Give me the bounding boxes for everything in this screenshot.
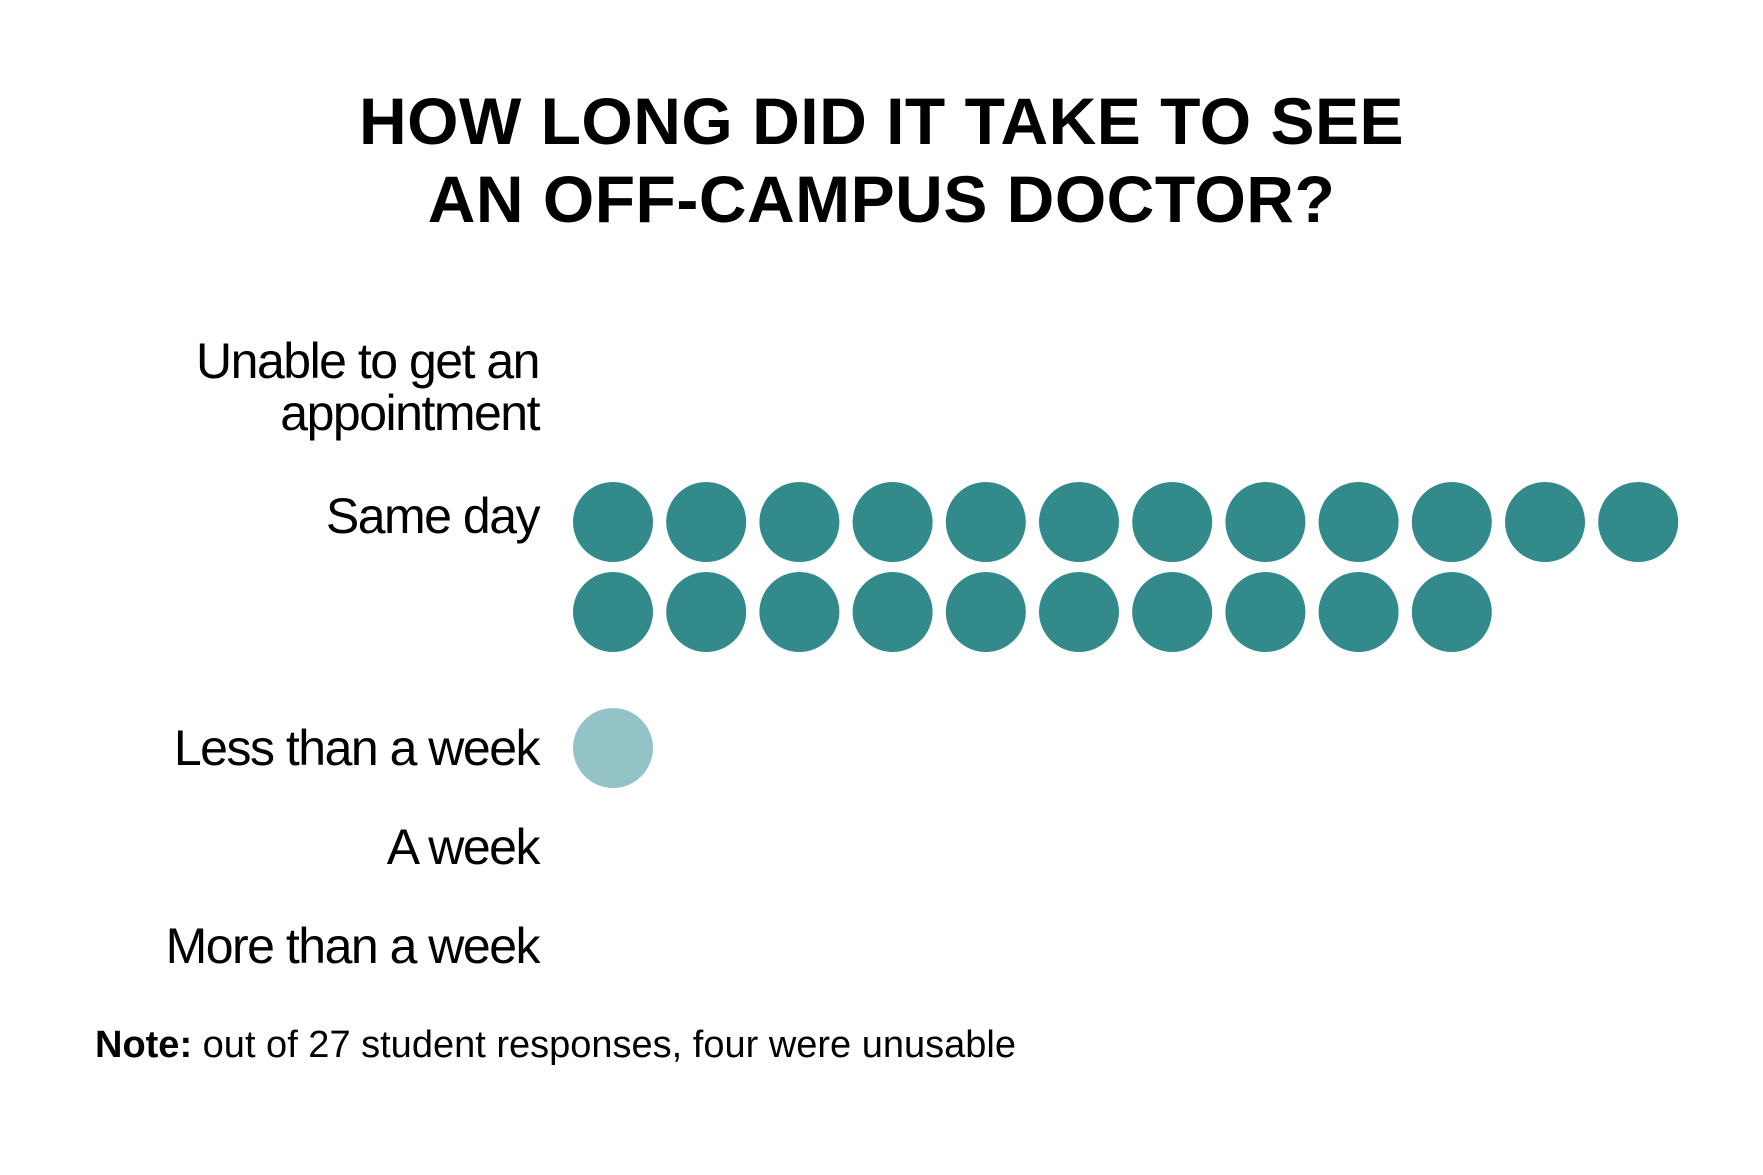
row-label-less-than-a-week: Less than a week	[173, 720, 541, 776]
dot-same-day-11	[1505, 482, 1585, 562]
row-label-same-day: Same day	[325, 488, 541, 544]
dot-same-day-14	[666, 572, 747, 652]
dot-same-day-19	[1132, 572, 1213, 652]
dot-same-day-21	[1318, 572, 1399, 652]
row-label-same-day-text: Same day	[325, 488, 541, 544]
dot-same-day-20	[1225, 572, 1306, 652]
chart-note-label: Note:	[95, 1024, 193, 1066]
dot-same-day-16	[852, 572, 933, 652]
row-label-a-week-text: A week	[386, 819, 541, 875]
dot-same-day-13	[573, 572, 653, 652]
chart-note: Note: out of 27 student responses, four …	[95, 1023, 1016, 1067]
chart-note-text: out of 27 student responses, four were u…	[202, 1024, 1016, 1066]
dot-same-day-3	[759, 482, 840, 562]
dot-same-day-12	[1598, 482, 1679, 562]
dot-same-day-15	[759, 572, 840, 652]
row-label-unable: Unable to get an appointment	[196, 333, 540, 441]
dot-same-day-1	[573, 482, 653, 562]
row-label-a-week: A week	[386, 819, 541, 875]
dot-same-day-17	[945, 572, 1026, 652]
dot-same-day-5	[945, 482, 1026, 562]
row-label-more-than-a-week-text: More than a week	[165, 918, 541, 974]
row-label-more-than-a-week: More than a week	[165, 918, 541, 974]
chart-title-line-2: AN OFF-CAMPUS DOCTOR?	[427, 162, 1336, 236]
dot-same-day-18	[1039, 572, 1119, 652]
chart-title-line-1: HOW LONG DID IT TAKE TO SEE	[358, 84, 1405, 158]
row-label-less-than-a-week-text: Less than a week	[173, 720, 541, 776]
dot-same-day-6	[1039, 482, 1119, 562]
row-label-unable-line-2: appointment	[280, 385, 540, 441]
dot-same-day-2	[666, 482, 747, 562]
dot-less-than-a-week-1	[573, 708, 653, 788]
row-label-unable-line-1: Unable to get an	[196, 333, 540, 389]
dot-same-day-22	[1411, 572, 1492, 652]
dot-same-day-10	[1411, 482, 1492, 562]
dot-same-day-4	[852, 482, 933, 562]
chart-title: HOW LONG DID IT TAKE TO SEE AN OFF-CAMPU…	[0, 82, 1763, 238]
dot-same-day-8	[1225, 482, 1306, 562]
dot-same-day-9	[1318, 482, 1399, 562]
dot-same-day-7	[1132, 482, 1213, 562]
